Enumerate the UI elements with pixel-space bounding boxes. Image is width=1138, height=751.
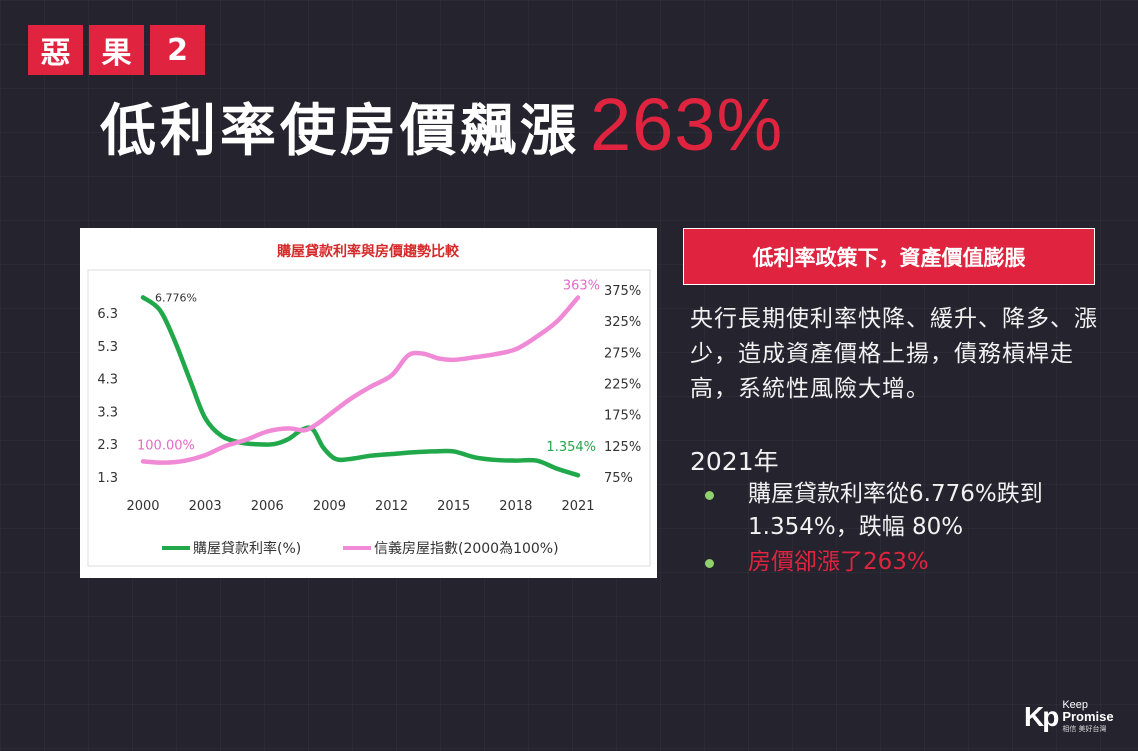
tag-number: 2 (150, 25, 205, 75)
data-label: 363% (563, 278, 600, 293)
line-chart: 購屋貸款利率與房價趨勢比較 6.776% 1.354% 100.00% 363% 20… (87, 243, 651, 567)
description-paragraph: 央行長期使利率快降、緩升、降多、漲少，造成資產價格上揚，債務槓桿走高，系統性風險… (690, 306, 1098, 402)
y-right-tick-label: 75% (604, 471, 633, 486)
x-tick-label: 2000 (126, 499, 159, 514)
chart-legend: 購屋貸款利率(%) 信義房屋指數(2000為100%) (162, 540, 559, 557)
bullet-text: 房價卻漲了263% (748, 549, 929, 575)
y-right-tick-label: 325% (604, 315, 641, 330)
y-left-tick-label: 5.3 (97, 340, 118, 355)
logo-line-3: 相信 美好台灣 (1062, 725, 1107, 733)
bullet-item-highlight: 房價卻漲了263% (705, 546, 1125, 579)
x-tick-label: 2009 (313, 499, 346, 514)
x-tick-label: 2021 (561, 499, 594, 514)
logo-line-1: Keep (1062, 699, 1089, 711)
slide-title: 低利率使房價飆漲 263% (100, 82, 783, 167)
logo-line-2: Promise (1062, 709, 1114, 724)
x-tick-label: 2003 (189, 499, 222, 514)
y-right-tick-label: 175% (604, 409, 641, 424)
data-label: 100.00% (137, 438, 195, 453)
rate-series-line (140, 295, 581, 478)
data-label: 1.354% (546, 440, 596, 455)
bullet-dot-icon (705, 559, 714, 568)
x-tick-label: 2018 (499, 499, 532, 514)
tag-char: 果 (89, 25, 144, 75)
chart-title: 購屋貸款利率與房價趨勢比較 (276, 243, 460, 260)
year-heading: 2021年 (690, 447, 779, 476)
title-text: 低利率使房價飆漲 (100, 99, 580, 164)
x-tick-label: 2015 (437, 499, 470, 514)
index-series-line (140, 295, 581, 465)
y-left-tick-label: 4.3 (97, 373, 118, 388)
y-right-tick-label: 225% (604, 378, 641, 393)
y-left-tick-label: 3.3 (97, 405, 118, 420)
y-right-tick-label: 375% (604, 284, 641, 299)
plot-frame (87, 269, 651, 567)
title-highlight: 263% (590, 83, 784, 166)
brand-logo: Kp Keep Promise 相信 美好台灣 (1024, 699, 1114, 735)
tag-group: 惡 果 2 (28, 25, 205, 75)
legend-label-index: 信義房屋指數(2000為100%) (374, 540, 559, 557)
tag-char: 惡 (28, 25, 83, 75)
y-left-tick-label: 6.3 (97, 307, 118, 322)
bullet-list: 購屋貸款利率從6.776%跌到1.354%，跌幅 80% 房價卻漲了263% (705, 478, 1125, 581)
banner: 低利率政策下，資產價值膨脹 (683, 228, 1095, 285)
y-left-tick-label: 2.3 (97, 438, 118, 453)
x-tick-label: 2006 (251, 499, 284, 514)
y-right-tick-label: 275% (604, 346, 641, 361)
y-right-tick-label: 125% (604, 440, 641, 455)
chart-card: 購屋貸款利率與房價趨勢比較 6.776% 1.354% 100.00% 363% 20… (80, 228, 657, 578)
bullet-item: 購屋貸款利率從6.776%跌到1.354%，跌幅 80% (705, 478, 1125, 544)
data-label: 6.776% (155, 291, 197, 304)
logo-text: Keep Promise 相信 美好台灣 (1062, 699, 1113, 735)
legend-label-rate: 購屋貸款利率(%) (193, 540, 301, 557)
x-tick-label: 2012 (375, 499, 408, 514)
y-left-tick-label: 1.3 (97, 471, 118, 486)
bullet-dot-icon (705, 491, 714, 500)
logo-mark: Kp (1024, 701, 1059, 732)
bullet-text: 購屋貸款利率從6.776%跌到1.354%，跌幅 80% (748, 481, 1043, 540)
